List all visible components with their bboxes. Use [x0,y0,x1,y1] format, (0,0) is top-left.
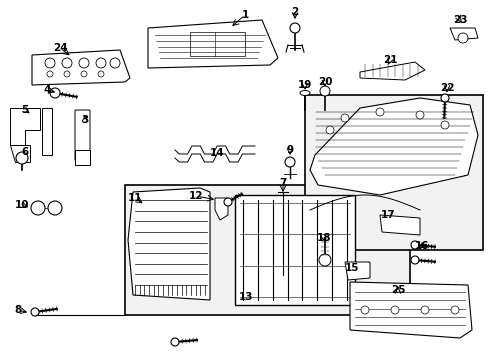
Circle shape [16,152,28,164]
Text: 15: 15 [344,263,359,273]
Text: 12: 12 [188,191,203,201]
Polygon shape [42,108,52,155]
Polygon shape [148,20,278,68]
Polygon shape [10,145,30,162]
Circle shape [375,108,383,116]
Text: 8: 8 [14,305,21,315]
Polygon shape [10,108,40,145]
Text: 23: 23 [452,15,467,25]
Text: 14: 14 [209,148,224,158]
Ellipse shape [299,90,309,95]
Polygon shape [75,110,90,165]
Circle shape [98,71,104,77]
Circle shape [171,338,179,346]
Polygon shape [359,62,424,80]
Circle shape [415,111,423,119]
Circle shape [420,306,428,314]
Bar [125,185,409,315]
Polygon shape [215,198,227,220]
Circle shape [48,201,62,215]
Text: 20: 20 [317,77,331,87]
Circle shape [31,201,45,215]
Circle shape [410,241,418,249]
Circle shape [50,88,60,98]
Circle shape [62,58,72,68]
Text: 19: 19 [297,80,311,90]
Text: 22: 22 [439,83,453,93]
Circle shape [390,306,398,314]
Text: 24: 24 [53,43,67,53]
Text: 9: 9 [286,145,293,155]
Bar [305,95,482,250]
Text: 4: 4 [43,85,51,95]
Circle shape [64,71,70,77]
Circle shape [440,121,448,129]
Circle shape [450,306,458,314]
Text: 3: 3 [81,115,88,125]
Circle shape [457,33,467,43]
Text: 11: 11 [127,193,142,203]
Circle shape [224,198,231,206]
Circle shape [96,58,106,68]
Text: 7: 7 [279,178,286,188]
Circle shape [31,308,39,316]
Polygon shape [32,50,130,85]
Polygon shape [128,188,209,300]
Polygon shape [449,28,477,40]
Text: 25: 25 [390,285,405,295]
Circle shape [45,58,55,68]
Polygon shape [309,98,477,195]
Text: 5: 5 [21,105,29,115]
Circle shape [110,58,120,68]
Circle shape [440,94,448,102]
Circle shape [81,71,87,77]
Text: 16: 16 [414,241,428,251]
Text: 21: 21 [382,55,396,65]
Circle shape [289,23,299,33]
Polygon shape [345,262,369,280]
Circle shape [325,126,333,134]
Bar [190,32,244,56]
Polygon shape [349,282,471,338]
Circle shape [360,306,368,314]
Circle shape [285,157,294,167]
Circle shape [340,114,348,122]
Text: 13: 13 [238,292,253,302]
Circle shape [318,254,330,266]
Circle shape [319,86,329,96]
Text: 10: 10 [15,200,29,210]
Text: 6: 6 [21,147,29,157]
Circle shape [410,256,418,264]
Text: 18: 18 [316,233,330,243]
Text: 17: 17 [380,210,394,220]
Text: 2: 2 [291,7,298,17]
Bar [235,195,354,305]
Text: 1: 1 [241,10,248,20]
Polygon shape [75,150,90,165]
Polygon shape [379,215,419,235]
Circle shape [79,58,89,68]
Circle shape [47,71,53,77]
